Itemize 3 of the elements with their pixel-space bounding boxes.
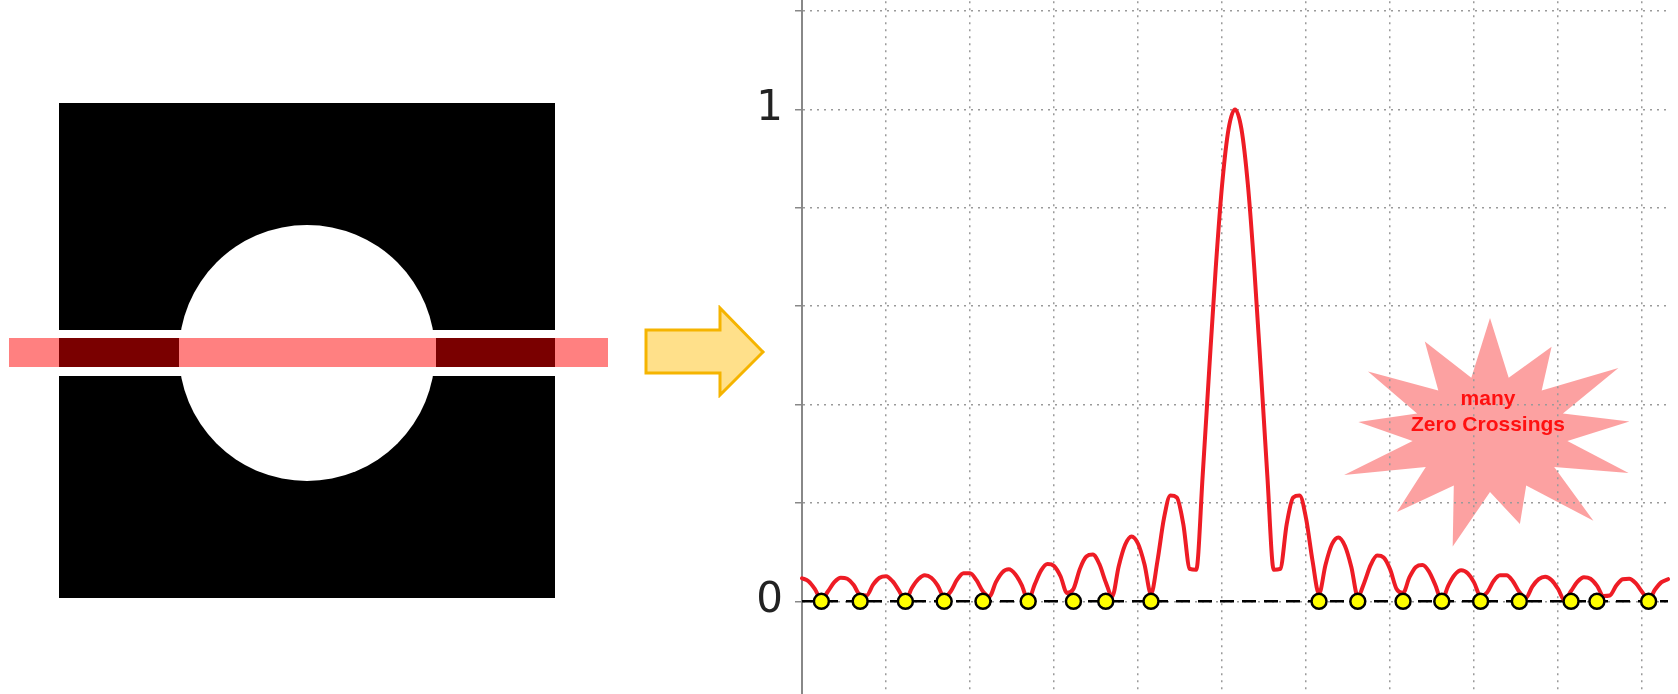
annotation: many Zero Crossings xyxy=(1409,385,1566,437)
y-tick-label: 0 xyxy=(756,573,783,623)
y-tick-label: 1 xyxy=(756,81,783,131)
